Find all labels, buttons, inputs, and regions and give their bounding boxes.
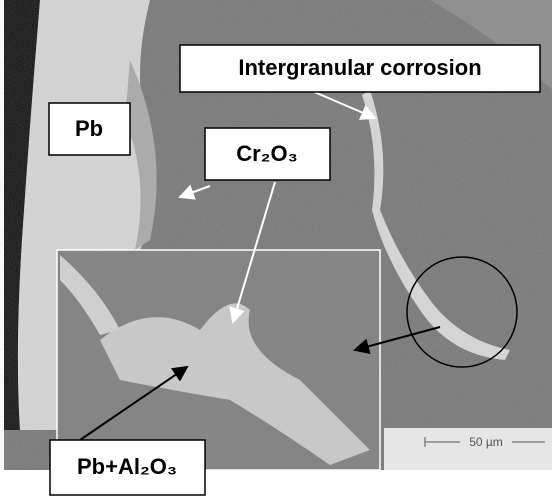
inset-feature (100, 303, 370, 465)
scale-bar-label: 50 µm (469, 435, 503, 449)
label-box (179, 44, 541, 93)
label: Pb+Al₂O₃ (77, 454, 177, 479)
label-box (204, 127, 331, 181)
inset-feature-2 (60, 255, 120, 335)
label-box (49, 439, 206, 496)
label-box (48, 102, 131, 156)
arrow (178, 184, 211, 200)
highlight-circle (406, 256, 518, 368)
arrow (229, 181, 276, 324)
label: Intergranular corrosion (238, 55, 481, 80)
label: Cr₂O₃ (236, 141, 298, 166)
arrow (304, 87, 377, 120)
arrow (79, 365, 189, 441)
label: Pb (75, 116, 103, 141)
scale-bar-area (384, 428, 552, 470)
arrow (353, 326, 441, 355)
